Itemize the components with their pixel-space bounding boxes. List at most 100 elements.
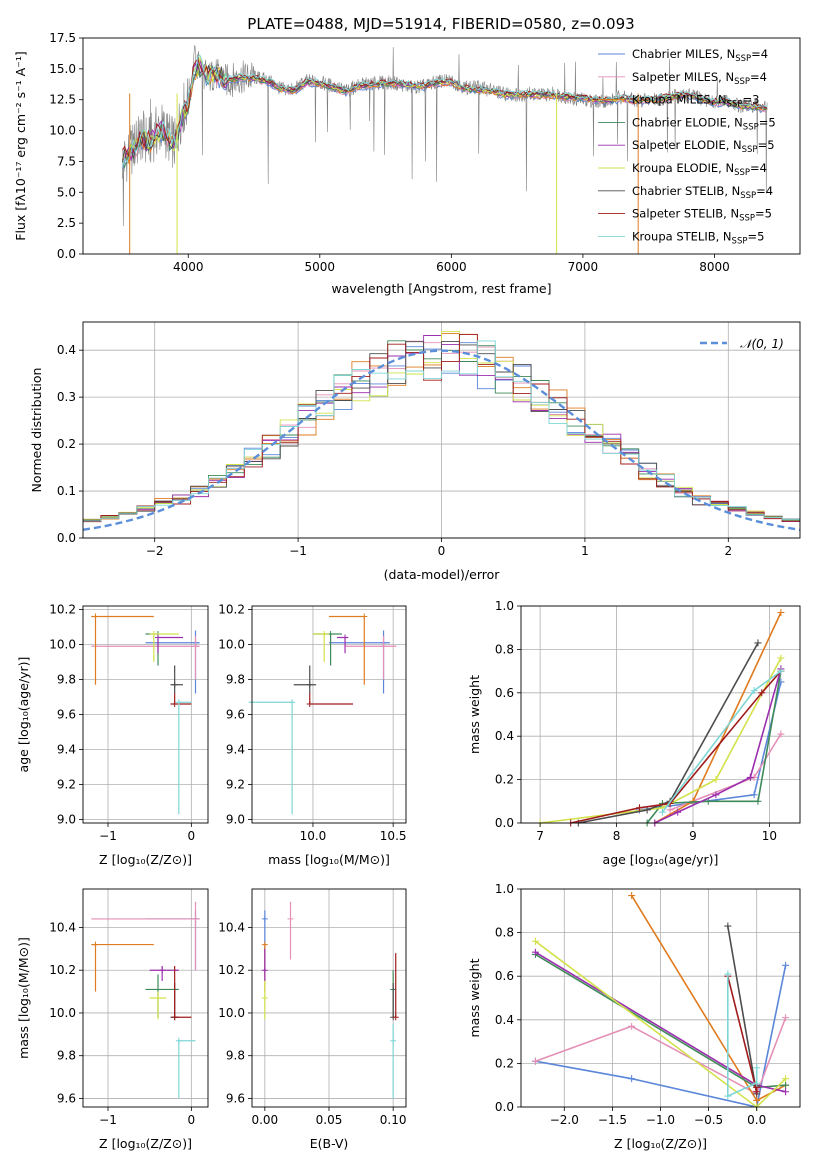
data-point xyxy=(159,967,166,974)
x-axis-label: E(B-V) xyxy=(310,1136,349,1151)
residuals-histogram: −2 −1 0 1 2 0.0 0.1 0.2 0.3 0.4 (data-model)/error… xyxy=(29,321,801,582)
x-tick-label: −2 xyxy=(146,544,164,558)
weight-marker xyxy=(777,654,785,662)
axes-frame xyxy=(520,605,801,824)
x-tick-label: 8000 xyxy=(699,260,730,274)
y-axis-label: mass weight xyxy=(467,675,482,754)
y-tick-label: 9.8 xyxy=(226,1049,245,1063)
weight-marker xyxy=(758,689,766,697)
x-tick-label: 0.00 xyxy=(251,1113,278,1127)
x-tick-label: 6000 xyxy=(436,260,467,274)
y-axis-label: Flux [fλ10⁻¹⁷ erg cm⁻² s⁻¹ A⁻¹] xyxy=(13,51,28,240)
weight-marker xyxy=(777,667,785,675)
model-spectrum-line xyxy=(122,58,768,161)
y-tick-label: 9.6 xyxy=(57,1091,76,1105)
weight-marker xyxy=(531,937,539,945)
x-axis-label: mass [log₁₀(M/M⊙)] xyxy=(268,852,390,867)
weight-series-line xyxy=(578,642,759,824)
y-tick-label: 9.6 xyxy=(226,1091,245,1105)
legend-label: Chabrier STELIB, NSSP=4 xyxy=(632,184,773,201)
y-tick-label: 9.6 xyxy=(57,708,76,722)
x-tick-label: −2.0 xyxy=(550,1113,579,1127)
legend-label: Salpeter ELODIE, NSSP=5 xyxy=(632,138,775,155)
data-point xyxy=(261,941,268,948)
weight-marker xyxy=(724,1092,732,1100)
x-axis-label: Z [log₁₀(Z/Z⊙)] xyxy=(99,1136,192,1151)
legend-label: Kroupa ELODIE, NSSP=4 xyxy=(632,161,767,178)
x-tick-label: 10 xyxy=(762,829,777,843)
data-point xyxy=(155,986,161,993)
plot-area xyxy=(83,331,800,531)
weight-marker xyxy=(750,791,758,799)
y-tick-label: 12.5 xyxy=(49,93,76,107)
weight-series-line xyxy=(727,925,758,1095)
data-point xyxy=(155,995,161,1001)
mass-vs-metallicity-chart: −1 0 9.6 9.8 10.0 10.2 10.4 Z [log₁₀(Z/Z⊙)] mass… xyxy=(16,888,209,1151)
y-tick-label: 0.2 xyxy=(57,437,76,451)
data-point xyxy=(155,634,161,641)
y-tick-label: 0.6 xyxy=(495,969,514,983)
data-point xyxy=(390,1037,397,1044)
data-point xyxy=(150,631,157,637)
weight-marker xyxy=(746,773,754,781)
weight-marker xyxy=(754,797,762,805)
y-tick-label: 10.2 xyxy=(218,963,245,977)
y-tick-label: 0.4 xyxy=(495,1013,514,1027)
y-tick-label: 0.3 xyxy=(57,390,76,404)
weight-marker xyxy=(750,687,758,695)
weight-marker xyxy=(628,1075,636,1083)
data-point xyxy=(171,701,178,707)
x-tick-label: 9 xyxy=(689,829,697,843)
y-tick-label: 10.2 xyxy=(218,603,245,617)
y-tick-label: 9.8 xyxy=(226,673,245,687)
y-tick-label: 0.0 xyxy=(495,1100,514,1114)
y-tick-label: 7.5 xyxy=(57,154,76,168)
weight-series-line xyxy=(727,976,758,1092)
x-tick-label: 4000 xyxy=(173,260,204,274)
data-point xyxy=(289,699,296,706)
x-axis-label: age [log₁₀(age/yr)] xyxy=(603,852,719,867)
legend-label: Chabrier MILES, NSSP=4 xyxy=(632,47,768,64)
legend-label: Kroupa MILES, NSSP=3 xyxy=(632,93,759,110)
x-tick-label: 8 xyxy=(613,829,621,843)
x-tick-label: 10.0 xyxy=(300,829,327,843)
y-tick-label: 10.4 xyxy=(218,920,245,934)
weight-marker xyxy=(531,1057,539,1065)
weight-series-line xyxy=(540,657,782,824)
y-tick-label: 10.0 xyxy=(49,1006,76,1020)
data-point xyxy=(321,631,328,637)
data-point xyxy=(92,941,99,948)
weight-marker xyxy=(724,922,732,930)
plot-area xyxy=(122,45,768,254)
weight-vs-age-chart: 7 8 9 10 0.0 0.2 0.4 0.6 0.8 1.0 age [log₁₀(age/yr… xyxy=(467,599,801,867)
x-tick-label: 0 xyxy=(188,1113,196,1127)
x-tick-label: 0.10 xyxy=(380,1113,407,1127)
data-point xyxy=(342,634,349,641)
weight-marker xyxy=(724,970,732,978)
x-tick-label: 7000 xyxy=(568,260,599,274)
weight-marker xyxy=(753,1064,761,1072)
weight-series-line xyxy=(535,965,787,1108)
weight-marker xyxy=(782,1081,790,1089)
weight-marker xyxy=(782,1075,790,1083)
weight-marker xyxy=(531,948,539,956)
y-tick-label: 0.0 xyxy=(57,531,76,545)
x-tick-label: 0 xyxy=(438,544,446,558)
model-spectrum-line xyxy=(122,54,768,168)
weight-series-line xyxy=(727,974,758,1098)
y-tick-label: 9.6 xyxy=(226,708,245,722)
weight-marker xyxy=(753,1079,761,1087)
data-point xyxy=(261,995,268,1001)
y-tick-label: 15.0 xyxy=(49,62,76,76)
data-point xyxy=(380,643,387,650)
x-tick-label: 7 xyxy=(536,829,544,843)
y-tick-label: 5.0 xyxy=(57,185,76,199)
age-vs-metallicity-chart: −1 0 9.0 9.2 9.4 9.6 9.8 10.0 10.2 Z [log₁₀(Z/Z⊙)… xyxy=(16,603,209,867)
weight-marker xyxy=(628,892,636,900)
data-point xyxy=(261,915,268,922)
y-tick-label: 0.1 xyxy=(57,484,76,498)
y-tick-label: 9.2 xyxy=(57,778,76,792)
weight-vs-metallicity-chart: −2.0 −1.5 −1.0 −0.5 0.0 0.0 0.2 0.4 0.6 0.8 1.0 Z [… xyxy=(467,882,801,1151)
data-point xyxy=(92,613,99,620)
